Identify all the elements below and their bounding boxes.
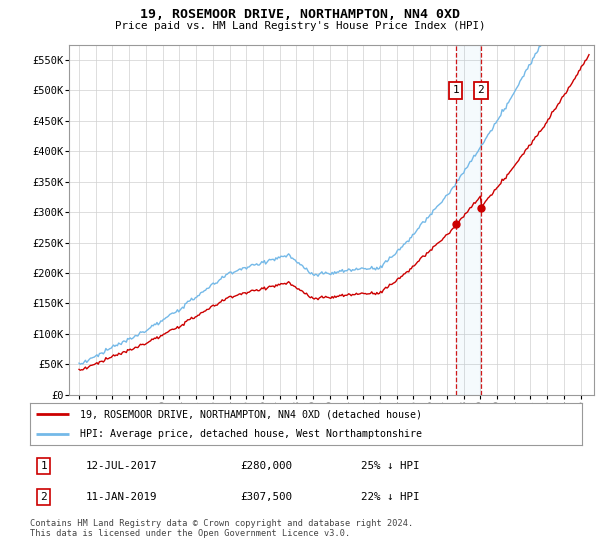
Text: 19, ROSEMOOR DRIVE, NORTHAMPTON, NN4 0XD: 19, ROSEMOOR DRIVE, NORTHAMPTON, NN4 0XD [140,8,460,21]
Text: 19, ROSEMOOR DRIVE, NORTHAMPTON, NN4 0XD (detached house): 19, ROSEMOOR DRIVE, NORTHAMPTON, NN4 0XD… [80,409,422,419]
Text: 11-JAN-2019: 11-JAN-2019 [85,492,157,502]
Text: 1: 1 [452,86,459,95]
Text: HPI: Average price, detached house, West Northamptonshire: HPI: Average price, detached house, West… [80,430,422,439]
Text: Price paid vs. HM Land Registry's House Price Index (HPI): Price paid vs. HM Land Registry's House … [115,21,485,31]
Text: £307,500: £307,500 [240,492,292,502]
Text: 2: 2 [478,86,484,95]
Text: 2: 2 [40,492,47,502]
Text: £280,000: £280,000 [240,461,292,471]
Text: 22% ↓ HPI: 22% ↓ HPI [361,492,420,502]
Text: 12-JUL-2017: 12-JUL-2017 [85,461,157,471]
Text: 1: 1 [40,461,47,471]
Text: Contains HM Land Registry data © Crown copyright and database right 2024.
This d: Contains HM Land Registry data © Crown c… [30,519,413,538]
Text: 25% ↓ HPI: 25% ↓ HPI [361,461,420,471]
